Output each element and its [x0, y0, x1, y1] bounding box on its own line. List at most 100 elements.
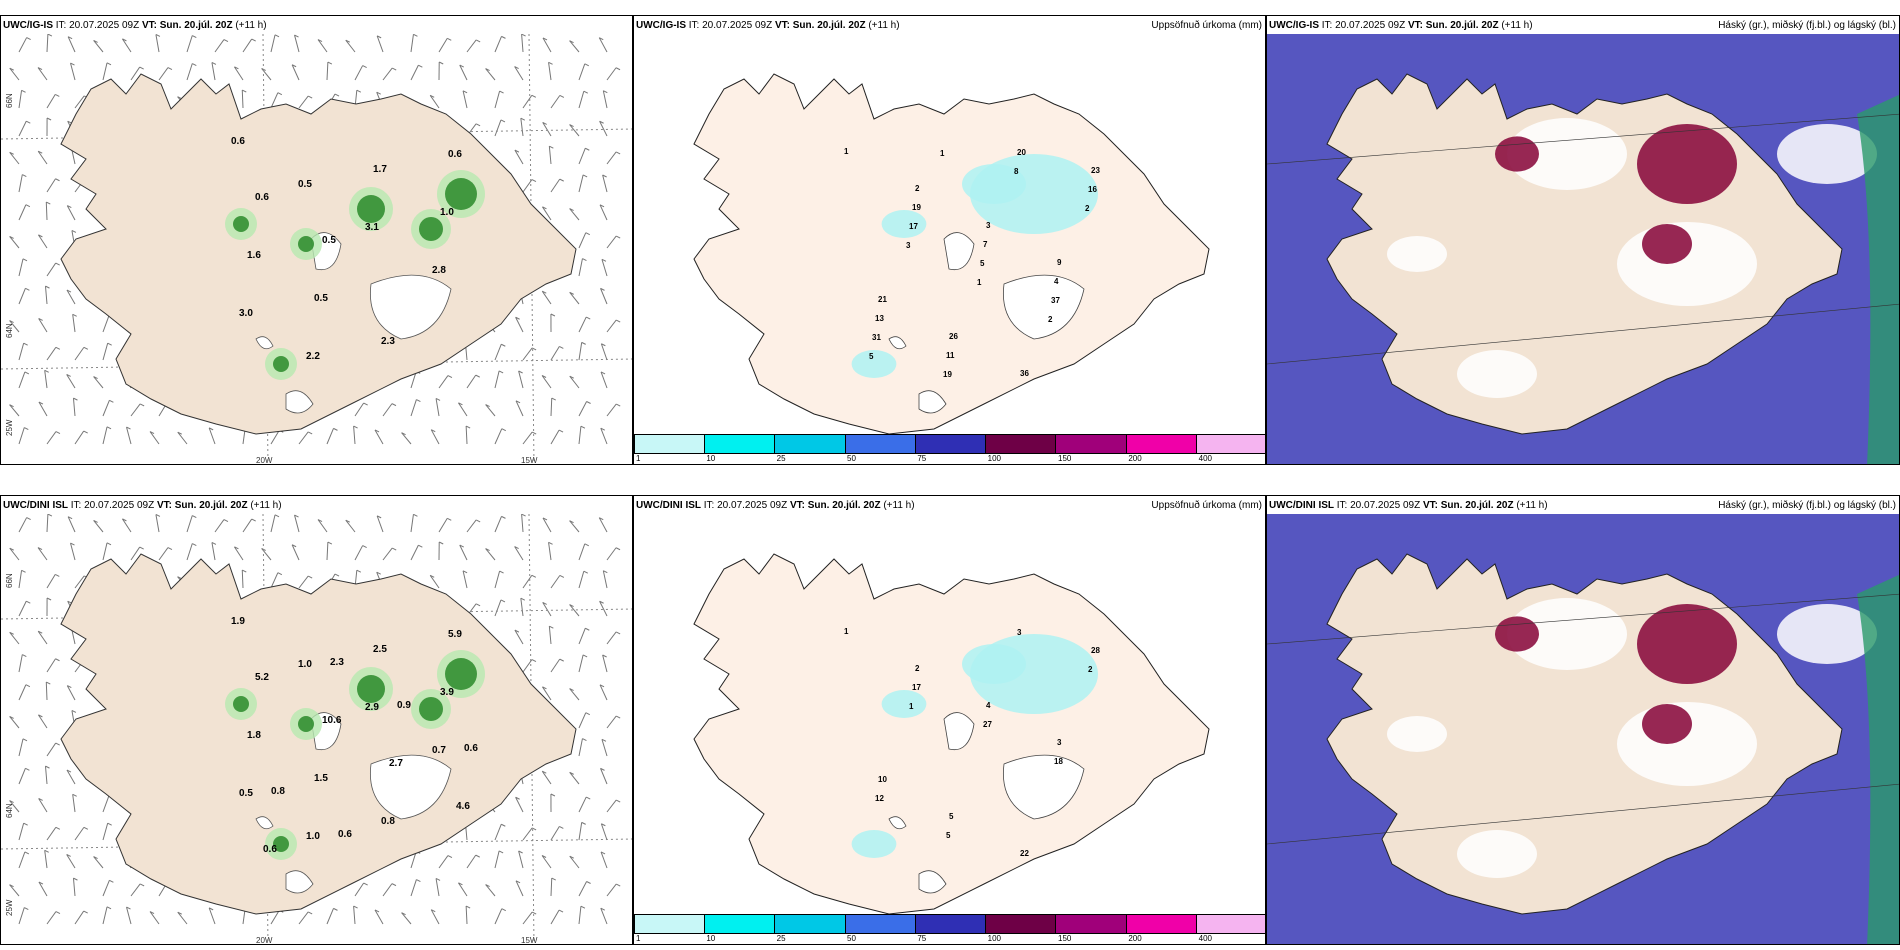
wind-barb [466, 374, 477, 389]
wind-barb-flag [73, 877, 78, 881]
precip-value-label: 0.6 [231, 136, 245, 147]
wind-barb-flag [569, 688, 574, 691]
wind-barb-flag [601, 823, 606, 827]
wind-barb [542, 602, 552, 617]
wind-barb [410, 399, 417, 417]
panel-title: Háský (gr.), miðský (fj.bl.) og lágský (… [1718, 500, 1896, 511]
wind-barb-flag [599, 204, 605, 208]
wind-barb-flag [192, 515, 197, 518]
wind-barb [9, 632, 20, 645]
wind-barb [66, 289, 76, 305]
wind-barb-flag [514, 149, 520, 153]
wind-barb-flag [458, 882, 463, 886]
wind-barb [465, 426, 468, 445]
wind-barb [9, 67, 20, 81]
wind-precip-map: 1.9 1.0 2.9 0.7 0.5 1.0 2.5 3.9 1.8 1.5 0.8 5.9 5.2 1… [1, 514, 632, 944]
wind-barb [354, 882, 365, 897]
precip-value-label: 2.7 [389, 758, 403, 769]
wind-barb-flag [139, 883, 145, 887]
precip-value-label: 1.0 [306, 831, 320, 842]
wind-barb [9, 236, 20, 249]
wind-barb [435, 398, 440, 417]
mid-cloud-area [1457, 830, 1537, 878]
wind-barb-flag [155, 514, 161, 517]
wind-barb [102, 400, 110, 417]
glacier [369, 274, 452, 340]
wind-barb [485, 68, 496, 81]
wind-barb [374, 429, 384, 445]
accum-value-label: 4 [986, 701, 991, 710]
wind-barb [602, 654, 608, 673]
wind-barb [606, 319, 617, 333]
wind-barb [126, 426, 132, 445]
wind-barb [600, 371, 608, 389]
colorbar-segment [915, 435, 987, 453]
wind-barb-flag [122, 518, 127, 522]
accum-value-label: 19 [943, 370, 952, 379]
wind-barb-flag [55, 658, 60, 662]
accum-value-label: 3 [986, 221, 991, 230]
wind-barb [214, 39, 225, 53]
wind-barb [429, 95, 440, 109]
wind-barb [578, 63, 586, 81]
colorbar-tick-label: 25 [776, 454, 786, 463]
high-cloud-band [1857, 94, 1899, 464]
accum-value-label: 3 [1017, 628, 1022, 637]
wind-barb-flag [38, 798, 43, 801]
precip-area-heavy [357, 675, 385, 703]
wind-barb [67, 516, 76, 533]
wind-barb [541, 855, 552, 869]
accum-value-label: 4 [1054, 277, 1059, 286]
high-cloud-area [1495, 136, 1539, 172]
wind-barb-flag [9, 716, 14, 719]
precip-value-label: 0.6 [338, 829, 352, 840]
wind-barb [541, 770, 552, 785]
wind-barb-flag [615, 799, 621, 803]
wind-barb [66, 374, 76, 389]
wind-barb-flag [46, 201, 51, 205]
wind-barb-flag [498, 850, 504, 854]
wind-barb-flag [559, 178, 564, 182]
wind-barb-flag [139, 403, 145, 407]
colorbar-segment [1126, 435, 1197, 453]
wind-barb [522, 179, 533, 193]
wind-barb-flag [586, 881, 591, 884]
wind-barb [130, 883, 141, 897]
wind-barb-flag [376, 515, 382, 519]
wind-barb [401, 432, 412, 445]
panel-title: Háský (gr.), miðský (fj.bl.) og lágský (… [1718, 20, 1896, 31]
precip-area-heavy [233, 696, 249, 712]
wind-barb [298, 911, 309, 925]
wind-barb-flag [416, 399, 421, 403]
wind-barb-flag [599, 120, 604, 124]
wind-barb-flag [126, 906, 131, 910]
wind-barb [72, 878, 76, 897]
glacier [943, 232, 975, 271]
wind-barb-flag [376, 35, 382, 39]
wind-barb-flag [603, 90, 608, 94]
panel-header: UWC/IG-IS IT: 20.07.2025 09Z VT: Sun. 20… [636, 20, 900, 31]
wind-barb-flag [223, 519, 229, 523]
wind-barb-flag [459, 544, 464, 548]
wind-barb [601, 739, 608, 757]
wind-barb [130, 403, 141, 417]
accum-value-label: 9 [1057, 258, 1062, 267]
accum-value-label: 2 [915, 664, 920, 673]
wind-barb-flag [391, 67, 397, 71]
lon-label: 15W [521, 936, 538, 945]
wind-barb [45, 202, 48, 221]
wind-barb-flag [106, 62, 112, 66]
wind-barb-flag [167, 67, 173, 71]
wind-barb-flag [391, 403, 397, 407]
wind-barb [18, 851, 26, 869]
precip-area-heavy [298, 716, 314, 732]
wind-barb-flag [599, 37, 604, 41]
high-cloud-area [1642, 224, 1692, 264]
wind-barb [515, 797, 524, 813]
wind-barb [600, 288, 608, 305]
wind-barb [345, 39, 356, 53]
precip-value-label: 1.5 [314, 773, 328, 784]
colorbar [634, 914, 1265, 934]
precip-value-label: 3.9 [440, 687, 454, 698]
wind-barb [430, 909, 440, 925]
